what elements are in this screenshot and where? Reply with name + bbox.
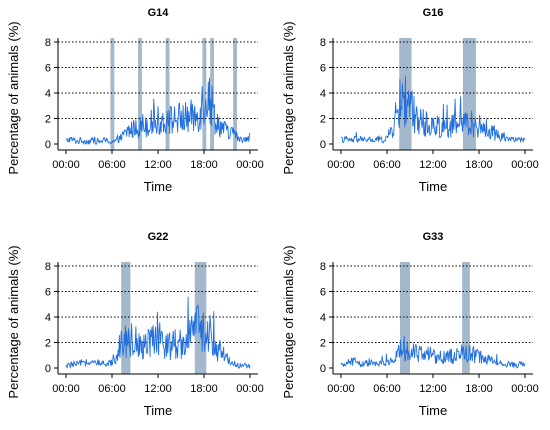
- x-tick-label: 00:00: [511, 383, 539, 395]
- y-tick-label: 0: [45, 363, 51, 375]
- series-line: [65, 77, 251, 145]
- shaded-band: [202, 38, 207, 150]
- x-tick-label: 18:00: [465, 383, 493, 395]
- chart-panel-g16: 0 2 4 6 8 00:00 06:00 12:00 18:00 00:00 G16 Time Per…: [281, 7, 539, 194]
- shaded-band: [194, 262, 207, 374]
- x-tick-label: 06:00: [373, 159, 401, 171]
- x-tick-label: 06:00: [373, 383, 401, 395]
- x-tick-label: 00:00: [52, 383, 80, 395]
- panel-title: G33: [423, 231, 444, 243]
- y-tick-label: 2: [45, 338, 51, 350]
- y-tick-label: 0: [320, 139, 326, 151]
- y-tick-label: 2: [320, 338, 326, 350]
- y-axis-label: Percentage of animals (%): [6, 21, 21, 174]
- y-tick-label: 6: [320, 287, 326, 299]
- x-tick-label: 06:00: [98, 159, 126, 171]
- y-tick-label: 4: [320, 312, 326, 324]
- y-tick-label: 6: [45, 287, 51, 299]
- y-tick-label: 2: [45, 114, 51, 126]
- x-tick-label: 00:00: [236, 383, 264, 395]
- y-tick-label: 8: [320, 261, 326, 273]
- y-axis-label: Percentage of animals (%): [281, 21, 296, 174]
- y-tick-label: 4: [320, 88, 326, 100]
- shaded-band: [400, 262, 410, 374]
- x-tick-label: 00:00: [327, 383, 355, 395]
- shaded-band: [121, 262, 131, 374]
- x-tick-label: 06:00: [98, 383, 126, 395]
- x-tick-label: 00:00: [327, 159, 355, 171]
- y-axis-label: Percentage of animals (%): [6, 245, 21, 398]
- y-tick-label: 2: [320, 114, 326, 126]
- x-tick-label: 12:00: [419, 383, 447, 395]
- x-tick-label: 00:00: [511, 159, 539, 171]
- y-tick-label: 0: [320, 363, 326, 375]
- x-axis-label: Time: [144, 179, 172, 194]
- y-tick-label: 8: [45, 37, 51, 49]
- x-tick-label: 18:00: [190, 383, 218, 395]
- x-tick-label: 12:00: [144, 159, 172, 171]
- y-tick-label: 6: [320, 63, 326, 75]
- x-tick-label: 00:00: [236, 159, 264, 171]
- panel-title: G16: [423, 7, 444, 19]
- x-tick-label: 18:00: [465, 159, 493, 171]
- x-tick-label: 00:00: [52, 159, 80, 171]
- y-tick-label: 8: [320, 37, 326, 49]
- x-tick-label: 18:00: [190, 159, 218, 171]
- shaded-band: [110, 38, 115, 150]
- y-tick-label: 0: [45, 139, 51, 151]
- series-line: [65, 296, 251, 369]
- x-axis-label: Time: [419, 179, 447, 194]
- series-line: [340, 335, 526, 369]
- y-tick-label: 8: [45, 261, 51, 273]
- shaded-band: [138, 38, 142, 150]
- shaded-band: [233, 38, 237, 150]
- chart-panel-g33: 0 2 4 6 8 00:00 06:00 12:00 18:00 00:00 G33 Time Per…: [281, 231, 539, 418]
- panel-title: G22: [148, 231, 169, 243]
- shaded-band: [462, 262, 470, 374]
- panel-title: G14: [148, 7, 170, 19]
- x-axis-label: Time: [144, 403, 172, 418]
- chart-panel-g14: 0 2 4 6 8 00:00 06:00 12:00 18:00 00:00 G14 Time Per…: [6, 7, 264, 194]
- y-tick-label: 4: [45, 312, 51, 324]
- y-axis-label: Percentage of animals (%): [281, 245, 296, 398]
- x-tick-label: 12:00: [144, 383, 172, 395]
- x-axis-label: Time: [419, 403, 447, 418]
- chart-panel-g22: 0 2 4 6 8 00:00 06:00 12:00 18:00 00:00 G22 Time Per…: [6, 231, 264, 418]
- shaded-band: [165, 38, 170, 150]
- y-tick-label: 6: [45, 63, 51, 75]
- series-line: [340, 75, 526, 144]
- y-tick-label: 4: [45, 88, 51, 100]
- x-tick-label: 12:00: [419, 159, 447, 171]
